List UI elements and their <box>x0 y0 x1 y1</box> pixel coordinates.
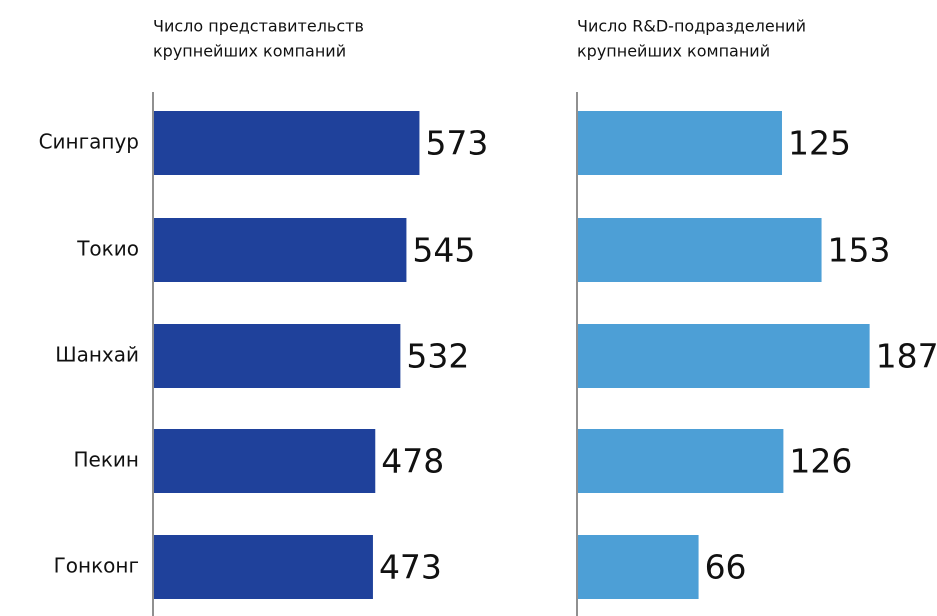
value-label: 187 <box>876 337 937 376</box>
category-label: Сингапур <box>39 130 139 154</box>
bar <box>154 111 420 175</box>
chart-title: крупнейших компаний <box>153 42 346 61</box>
value-label: 532 <box>406 337 469 376</box>
bar <box>578 535 699 599</box>
category-label: Токио <box>76 237 139 261</box>
chart-title: крупнейших компаний <box>577 42 770 61</box>
value-label: 545 <box>412 231 475 270</box>
bar <box>154 535 373 599</box>
value-label: 153 <box>828 231 891 270</box>
value-label: 478 <box>381 442 444 481</box>
value-label: 473 <box>379 548 442 587</box>
bar <box>578 218 822 282</box>
category-label: Шанхай <box>55 343 139 367</box>
chart-title: Число представительств <box>153 17 364 36</box>
value-label: 125 <box>788 124 851 163</box>
value-label: 573 <box>425 124 488 163</box>
bar <box>154 429 376 493</box>
value-label: 126 <box>789 442 852 481</box>
chart-title: Число R&D-подразделений <box>577 17 806 36</box>
bar <box>578 429 784 493</box>
category-label: Гонконг <box>54 554 139 578</box>
bar <box>578 111 782 175</box>
bar <box>154 218 407 282</box>
bar <box>154 324 401 388</box>
bar <box>578 324 870 388</box>
value-label: 66 <box>705 548 747 587</box>
category-label: Пекин <box>74 448 140 472</box>
